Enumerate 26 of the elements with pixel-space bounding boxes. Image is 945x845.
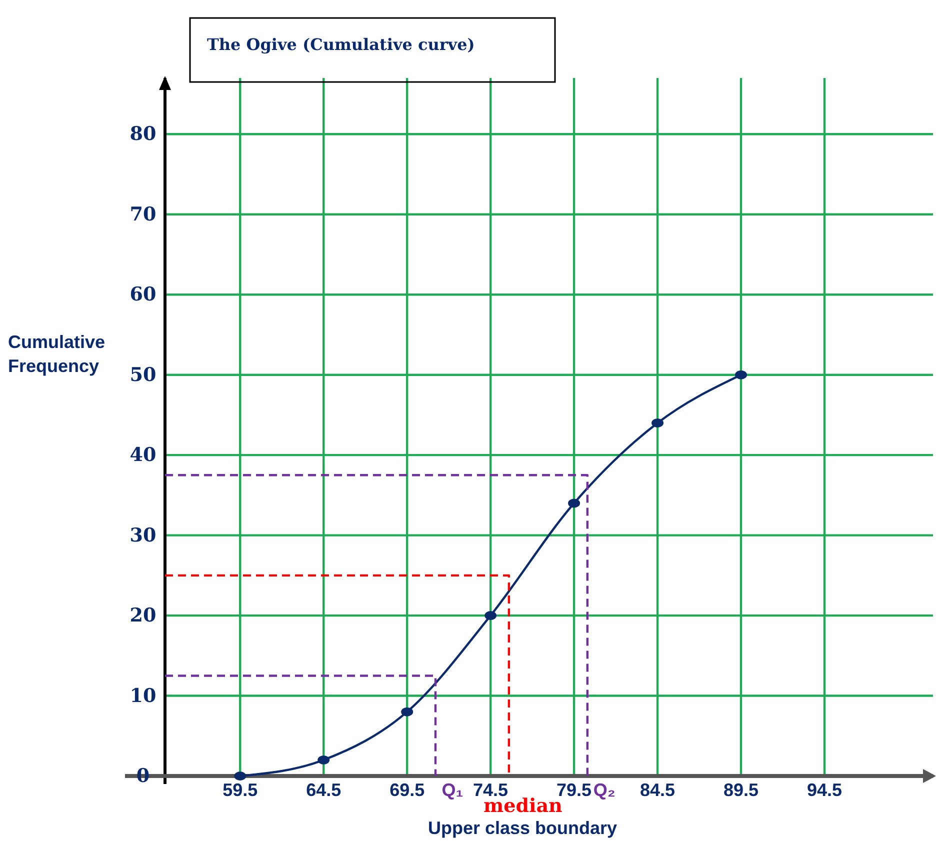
point [735, 370, 747, 380]
y-tick-label: 60 [130, 284, 156, 306]
x-tick-label: 89.5 [723, 780, 759, 800]
y-tick-label: 80 [130, 123, 156, 146]
annotation: Q₁ [442, 780, 464, 800]
point [484, 611, 497, 620]
x-tick-label: 69.5 [390, 780, 425, 800]
y-tick-label: 30 [130, 524, 156, 546]
point [234, 772, 246, 780]
y-tick-label: 10 [130, 684, 156, 707]
y-tick-label: 20 [130, 604, 156, 627]
x-axis-title: Upper class boundary [428, 818, 618, 838]
y-tick-label: 70 [130, 203, 156, 226]
point [401, 707, 414, 716]
y-tick-label: 50 [130, 364, 156, 386]
x-tick-label: 59.5 [222, 780, 258, 800]
x-tick-label: 64.5 [306, 780, 342, 800]
chart-title: The Ogive (Cumulative curve) [207, 35, 475, 54]
x-tick-label: 84.5 [640, 780, 676, 800]
point [318, 755, 330, 764]
point [652, 418, 664, 428]
y-axis-title: Cumulative Frequency [8, 332, 106, 376]
point [568, 498, 580, 508]
annotation: Q₂ [593, 780, 616, 800]
x-tick-label: 94.5 [806, 780, 842, 800]
y-tick-label: 40 [130, 444, 156, 466]
